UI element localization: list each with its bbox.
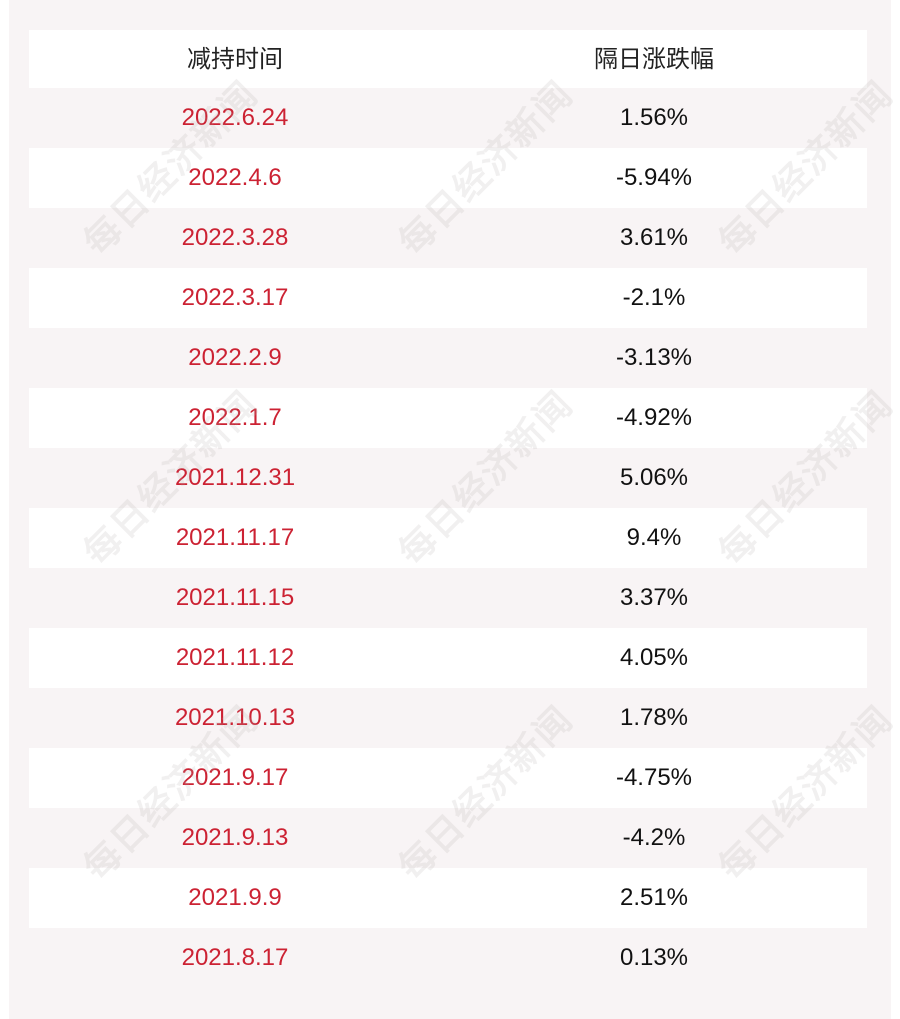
table-row: 2022.3.17 -2.1%: [29, 268, 867, 328]
reduction-date-cell: 2021.9.9: [188, 884, 282, 911]
next-day-change-cell: 5.06%: [619, 464, 689, 491]
reduction-date-cell: 2021.9.17: [181, 764, 289, 791]
reduction-date-cell: 2022.2.9: [188, 344, 282, 371]
reduction-date-cell: 2021.11.15: [175, 584, 295, 611]
table-row: 2021.9.9 2.51%: [29, 868, 867, 928]
reduction-table: 减持时间 隔日涨跌幅 2022.6.24 1.56% 2022.4.6 -5.94% 2…: [29, 30, 867, 988]
table-row: 2022.6.24 1.56%: [29, 88, 867, 148]
next-day-change-cell: 1.56%: [619, 104, 689, 131]
next-day-change-cell: 3.37%: [619, 584, 689, 611]
table-row: 2021.12.31 5.06%: [29, 448, 867, 508]
reduction-date-cell: 2022.1.7: [188, 404, 282, 431]
next-day-change-cell: -4.92%: [615, 404, 693, 431]
next-day-change-cell: -2.1%: [622, 284, 686, 311]
reduction-date-cell: 2021.8.17: [181, 944, 289, 971]
table-row: 2022.4.6 -5.94%: [29, 148, 867, 208]
reduction-date-cell: 2022.3.17: [181, 284, 289, 311]
next-day-change-cell: -4.2%: [622, 824, 686, 851]
table-row: 2021.8.17 0.13%: [29, 928, 867, 988]
table-row: 2021.11.15 3.37%: [29, 568, 867, 628]
table-row: 2021.9.17 -4.75%: [29, 748, 867, 808]
table-row: 2021.11.17 9.4%: [29, 508, 867, 568]
reduction-date-cell: 2021.11.17: [175, 524, 295, 551]
next-day-change-cell: -5.94%: [615, 164, 693, 191]
table-row: 2021.9.13 -4.2%: [29, 808, 867, 868]
next-day-change-cell: 0.13%: [619, 944, 689, 971]
table-body: 2022.6.24 1.56% 2022.4.6 -5.94% 2022.3.28 3.6…: [29, 88, 867, 988]
reduction-date-cell: 2022.3.28: [181, 224, 289, 251]
reduction-date-cell: 2021.11.12: [175, 644, 295, 671]
table-row: 2022.1.7 -4.92%: [29, 388, 867, 448]
next-day-change-cell: 9.4%: [626, 524, 682, 551]
next-day-change-cell: 1.78%: [619, 704, 689, 731]
table-row: 2021.10.13 1.78%: [29, 688, 867, 748]
next-day-change-cell: 3.61%: [619, 224, 689, 251]
reduction-date-cell: 2022.6.24: [181, 104, 289, 131]
next-day-change-cell: 4.05%: [619, 644, 689, 671]
table-row: 2021.11.12 4.05%: [29, 628, 867, 688]
next-day-change-cell: 2.51%: [619, 884, 689, 911]
reduction-date-cell: 2021.9.13: [181, 824, 289, 851]
table-row: 2022.3.28 3.61%: [29, 208, 867, 268]
header-reduction-date: 减持时间: [187, 45, 283, 73]
header-next-day-change: 隔日涨跌幅: [594, 45, 714, 73]
table-row: 2022.2.9 -3.13%: [29, 328, 867, 388]
reduction-date-cell: 2022.4.6: [188, 164, 282, 191]
next-day-change-cell: -4.75%: [615, 764, 693, 791]
reduction-date-cell: 2021.12.31: [174, 464, 296, 491]
table-header-row: 减持时间 隔日涨跌幅: [29, 30, 867, 88]
next-day-change-cell: -3.13%: [615, 344, 693, 371]
reduction-date-cell: 2021.10.13: [174, 704, 296, 731]
